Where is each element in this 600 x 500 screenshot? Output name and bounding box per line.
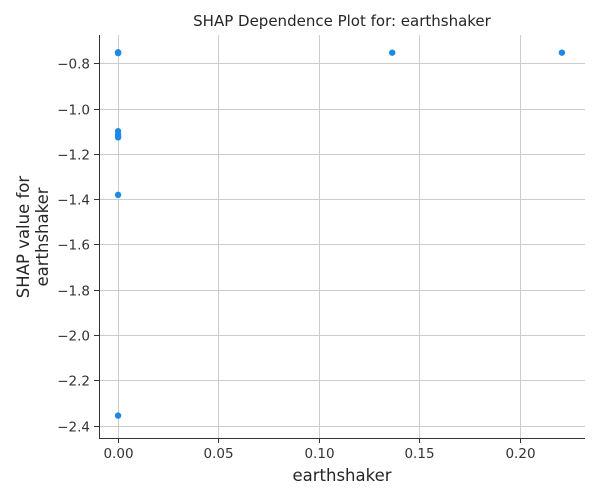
x-tick-label: 0.10 <box>304 446 334 462</box>
y-tick-label: −2.0 <box>57 329 90 345</box>
y-tick-label: −2.2 <box>57 374 90 390</box>
x-tick-label: 0.15 <box>404 446 434 462</box>
x-axis-label: earthshaker <box>292 466 391 485</box>
y-tick-label: −1.2 <box>57 148 90 164</box>
x-tick-label: 0.05 <box>203 446 233 462</box>
scatter-point <box>114 191 122 199</box>
ticks-layer: 0.00 0.05 0.10 0.15 0.20 −0.8 −1.0 −1.2 −1.4 −1.6… <box>57 57 535 463</box>
chart-title: SHAP Dependence Plot for: earthshaker <box>193 12 492 30</box>
y-axis-label: SHAP value for earthshaker <box>14 176 52 299</box>
y-axis-label-line-1: SHAP value for <box>14 176 33 299</box>
y-tick-label: −0.8 <box>57 57 90 73</box>
y-axis-label-line-2: earthshaker <box>33 187 52 286</box>
y-tick-label: −1.6 <box>57 238 90 254</box>
y-tick-label: −1.8 <box>57 284 90 300</box>
axes-spines <box>99 35 585 439</box>
scatter-point <box>114 49 122 56</box>
scatter-point <box>114 412 122 419</box>
y-tick-label: −1.0 <box>57 103 90 119</box>
scatter-point <box>558 49 566 56</box>
y-tick-label: −2.4 <box>57 420 90 436</box>
scatter-point <box>389 49 396 56</box>
grid-layer <box>99 35 585 438</box>
x-tick-label: 0.00 <box>103 446 133 462</box>
x-tick-label: 0.20 <box>505 446 535 462</box>
scatter-point <box>114 134 122 141</box>
y-tick-label: −1.4 <box>57 193 90 209</box>
points-layer <box>114 49 566 419</box>
